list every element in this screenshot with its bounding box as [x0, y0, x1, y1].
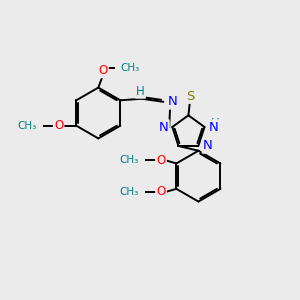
Text: CH₃: CH₃ [119, 187, 139, 197]
Text: S: S [186, 90, 194, 103]
Text: CH₃: CH₃ [17, 121, 36, 131]
Text: N: N [159, 121, 168, 134]
Text: N: N [203, 140, 213, 152]
Text: N: N [208, 121, 218, 134]
Text: O: O [54, 119, 63, 132]
Text: CH₃: CH₃ [121, 63, 140, 73]
Text: N: N [167, 95, 177, 108]
Text: H: H [211, 117, 220, 130]
Text: O: O [156, 185, 166, 198]
Text: O: O [98, 64, 108, 77]
Text: CH₃: CH₃ [119, 155, 139, 165]
Text: H: H [136, 85, 145, 98]
Text: O: O [156, 154, 166, 167]
